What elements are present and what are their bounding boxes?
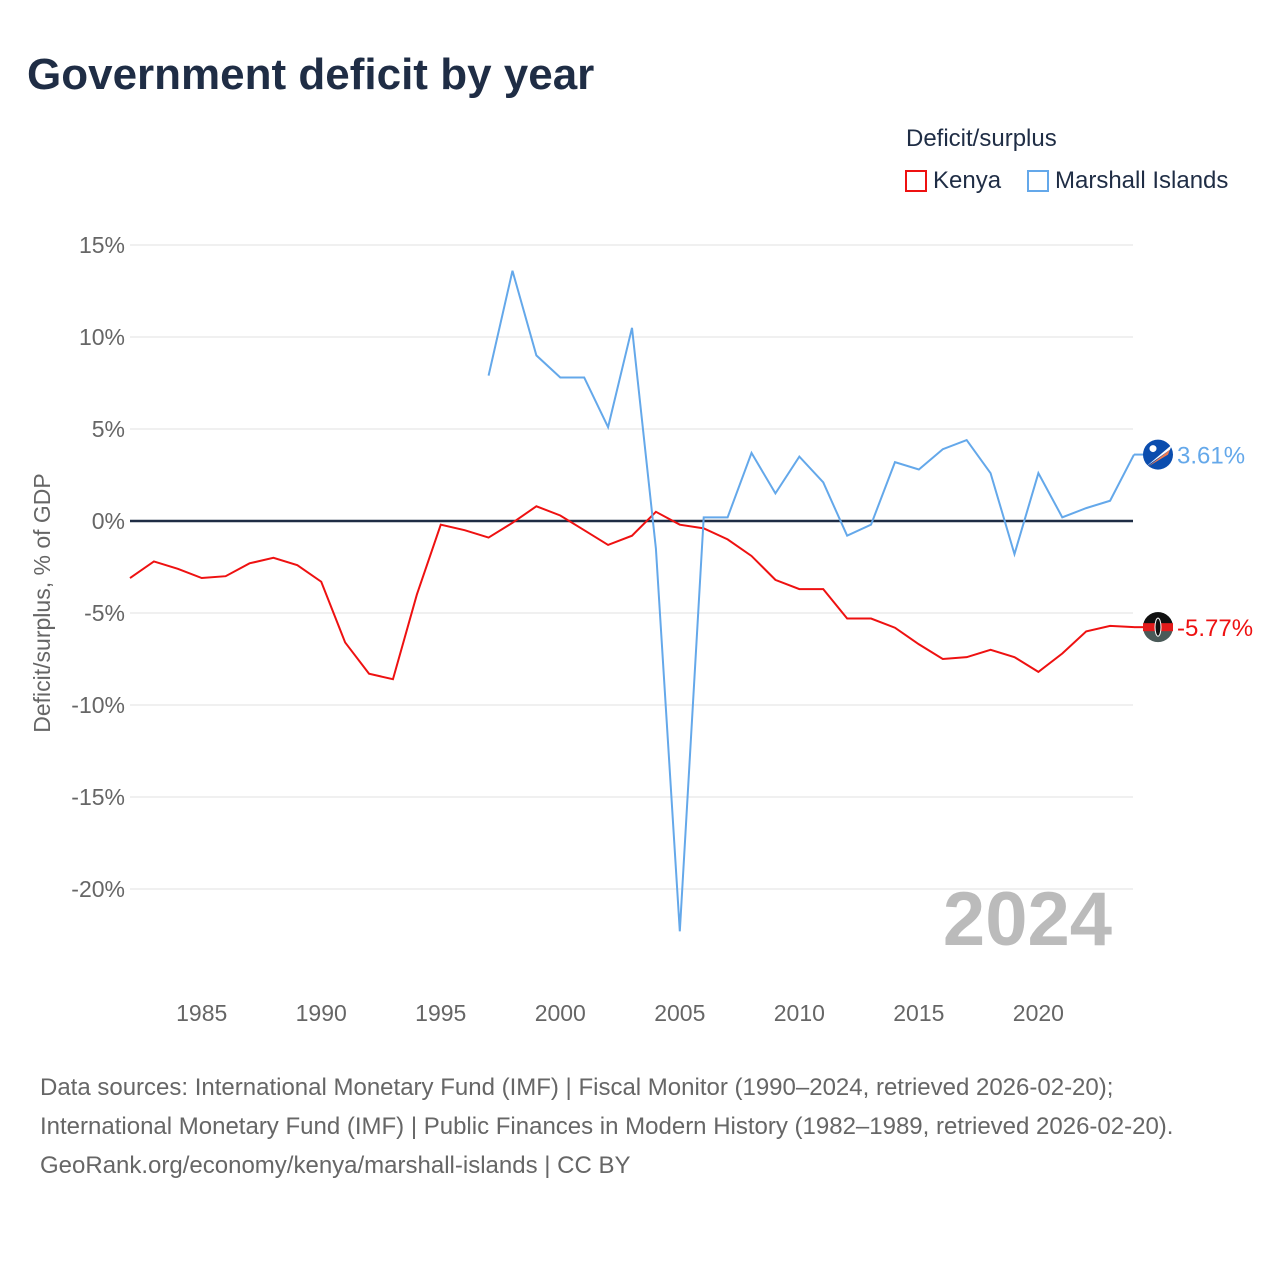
end-value-label: -5.77% bbox=[1177, 615, 1253, 642]
y-tick-label: -10% bbox=[71, 692, 125, 718]
data-sources: Data sources: International Monetary Fun… bbox=[40, 1074, 1174, 1140]
flag-shield bbox=[1154, 617, 1162, 637]
y-tick-label: 0% bbox=[92, 508, 125, 534]
y-tick-label: -15% bbox=[71, 784, 125, 810]
y-tick-label: -5% bbox=[84, 600, 125, 626]
legend-label: Marshall Islands bbox=[1055, 167, 1229, 194]
legend-title: Deficit/surplus bbox=[906, 125, 1057, 152]
flag-stripe bbox=[1148, 449, 1170, 467]
x-tick-label: 1995 bbox=[415, 1000, 466, 1026]
y-tick-label: 15% bbox=[79, 232, 125, 258]
legend-swatch bbox=[1027, 170, 1049, 192]
marshall-islands-flag-icon bbox=[1143, 439, 1173, 470]
x-tick-label: 2005 bbox=[654, 1000, 705, 1026]
x-tick-label: 1985 bbox=[176, 1000, 227, 1026]
series-line-marshall-islands bbox=[487, 270, 1135, 932]
y-tick-label: 5% bbox=[92, 416, 125, 442]
flag-stripe bbox=[1146, 444, 1172, 467]
legend-swatch bbox=[905, 170, 927, 192]
y-axis-label: Deficit/surplus, % of GDP bbox=[29, 473, 55, 732]
y-tick-label: -20% bbox=[71, 876, 125, 902]
footer: Data sources: International Monetary Fun… bbox=[40, 1068, 1240, 1185]
x-tick-label: 2010 bbox=[774, 1000, 825, 1026]
legend-item-marshall-islands[interactable]: Marshall Islands bbox=[1027, 167, 1228, 195]
x-tick-label: 2000 bbox=[535, 1000, 586, 1026]
chart-title: Government deficit by year bbox=[27, 50, 595, 99]
legend-label: Kenya bbox=[933, 167, 1002, 194]
year-watermark: 2024 bbox=[943, 877, 1112, 962]
series-line-kenya bbox=[129, 505, 1135, 681]
x-tick-label: 2015 bbox=[893, 1000, 944, 1026]
end-value-label: 3.61% bbox=[1177, 443, 1245, 470]
x-tick-label: 2020 bbox=[1013, 1000, 1064, 1026]
chart-plot: 15% 10% 5% 0% -5% -10% -15% -20% 1985 1990 1995 200… bbox=[29, 232, 1253, 1026]
y-tick-label: 10% bbox=[79, 324, 125, 350]
flag-star bbox=[1149, 445, 1157, 453]
source-link[interactable]: GeoRank.org/economy/kenya/marshall-islan… bbox=[40, 1152, 631, 1179]
x-tick-label: 1990 bbox=[296, 1000, 347, 1026]
legend-item-kenya[interactable]: Kenya bbox=[905, 167, 1001, 195]
